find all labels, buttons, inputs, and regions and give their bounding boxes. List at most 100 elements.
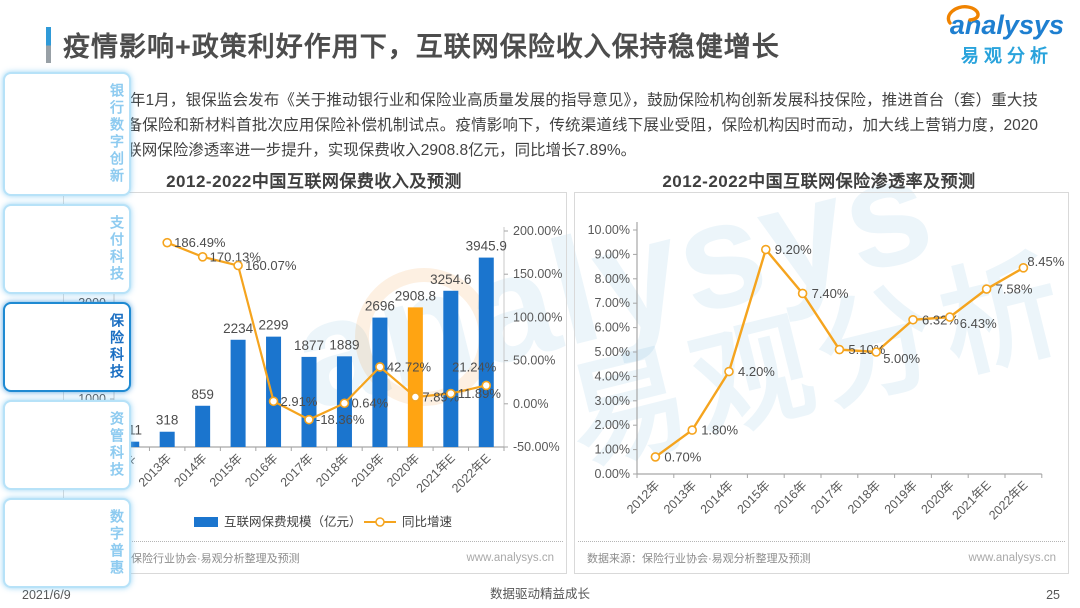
svg-text:6.00%: 6.00% bbox=[595, 321, 630, 335]
svg-text:2908.8: 2908.8 bbox=[395, 288, 436, 303]
svg-text:160.07%: 160.07% bbox=[245, 258, 297, 273]
penetration-website-text: www.analysys.cn bbox=[968, 551, 1056, 564]
svg-text:-50.00%: -50.00% bbox=[513, 440, 560, 454]
penetration-chart-title: 2012-2022中国互联网保险渗透率及预测 bbox=[662, 172, 976, 191]
logo-brand-en: analysys bbox=[946, 5, 1064, 41]
svg-text:0.70%: 0.70% bbox=[664, 449, 701, 464]
svg-text:2014年: 2014年 bbox=[171, 451, 209, 489]
svg-text:4.00%: 4.00% bbox=[595, 369, 630, 383]
svg-text:3.00%: 3.00% bbox=[595, 394, 630, 408]
svg-text:200.00%: 200.00% bbox=[513, 224, 562, 238]
sidebar-item-1[interactable]: 支付科技 bbox=[3, 204, 131, 294]
svg-text:2234: 2234 bbox=[223, 321, 254, 336]
penetration-source-text: 数据来源：保险行业协会·易观分析整理及预测 bbox=[587, 552, 811, 565]
svg-text:2017年: 2017年 bbox=[808, 478, 846, 516]
premium-website-text: www.analysys.cn bbox=[466, 551, 554, 564]
penetration-axes: 0.00% 1.00% 2.00% 3.00% 4.00% 5.00% 6.00% 7.00%… bbox=[588, 222, 1043, 481]
svg-text:318: 318 bbox=[156, 413, 179, 428]
svg-text:2021年E: 2021年E bbox=[949, 478, 993, 522]
svg-text:5.00%: 5.00% bbox=[595, 345, 630, 359]
svg-text:4.20%: 4.20% bbox=[738, 364, 775, 379]
svg-text:21.24%: 21.24% bbox=[452, 359, 497, 374]
footer-page-number: 25 bbox=[1046, 588, 1060, 602]
svg-text:50.00%: 50.00% bbox=[513, 354, 555, 368]
penetration-x-labels: 2012年2013年2014年2015年2016年2017年2018年2019年… bbox=[624, 478, 1030, 522]
svg-text:2018年: 2018年 bbox=[313, 451, 351, 489]
logo-brand-cn: 易观分析 bbox=[960, 46, 1053, 66]
svg-text:1.80%: 1.80% bbox=[701, 423, 738, 438]
svg-text:7.00%: 7.00% bbox=[595, 296, 630, 310]
svg-text:8.45%: 8.45% bbox=[1027, 254, 1064, 269]
analysys-logo: analysys 易观分析 bbox=[946, 5, 1064, 68]
premium-growth-line: 186.49%170.13%160.07% 2.91% -18.36%0.64% 42… bbox=[162, 235, 502, 427]
svg-text:2.00%: 2.00% bbox=[595, 418, 630, 432]
svg-text:2014年: 2014年 bbox=[698, 478, 736, 516]
svg-text:5.00%: 5.00% bbox=[883, 351, 920, 366]
sidebar-item-3[interactable]: 资管科技 bbox=[3, 400, 131, 490]
svg-text:2017年: 2017年 bbox=[278, 451, 316, 489]
premium-legend: 互联网保费规模（亿元） 同比增速 bbox=[194, 514, 453, 529]
svg-text:3254.6: 3254.6 bbox=[430, 272, 471, 287]
penetration-line: 0.70%1.80%4.20%9.20%7.40%5.10%5.00%6.32%… bbox=[650, 242, 1065, 464]
svg-text:186.49%: 186.49% bbox=[174, 235, 226, 250]
header: 疫情影响+政策利好作用下，互联网保险收入保持稳健增长 bbox=[46, 25, 780, 64]
svg-text:150.00%: 150.00% bbox=[513, 267, 562, 281]
svg-text:10.00%: 10.00% bbox=[588, 223, 630, 237]
footer-date: 2021/6/9 bbox=[22, 588, 71, 602]
svg-text:2696: 2696 bbox=[365, 299, 395, 314]
svg-text:9.20%: 9.20% bbox=[775, 242, 812, 257]
svg-text:2012年: 2012年 bbox=[624, 478, 662, 516]
sidebar-item-4[interactable]: 数字普惠 bbox=[3, 498, 131, 588]
chart-titles-row: 2012-2022中国互联网保费收入及预测 2012-2022中国互联网保险渗透… bbox=[63, 167, 1065, 192]
summary-text: 2020年1月，银保监会发布《关于推动银行业和保险业高质量发展的指导意见》，鼓励… bbox=[95, 92, 1038, 160]
svg-text:2013年: 2013年 bbox=[136, 451, 174, 489]
svg-text:0.64%: 0.64% bbox=[351, 396, 388, 411]
svg-text:2016年: 2016年 bbox=[242, 451, 280, 489]
svg-text:-18.36%: -18.36% bbox=[316, 412, 365, 427]
sidebar-item-2-active[interactable]: 保险科技 bbox=[3, 302, 131, 392]
svg-text:859: 859 bbox=[191, 387, 214, 402]
svg-text:2022年E: 2022年E bbox=[449, 451, 493, 495]
svg-text:8.00%: 8.00% bbox=[595, 272, 630, 286]
page-title: 疫情影响+政策利好作用下，互联网保险收入保持稳健增长 bbox=[63, 32, 780, 62]
svg-text:1877: 1877 bbox=[294, 338, 324, 353]
logo-swoosh-icon bbox=[946, 5, 980, 25]
svg-text:2299: 2299 bbox=[259, 318, 289, 333]
title-accent-bar bbox=[46, 26, 51, 63]
svg-text:2018年: 2018年 bbox=[845, 478, 883, 516]
logo-brand-en-text: analysys bbox=[949, 10, 1064, 40]
premium-chart-title: 2012-2022中国互联网保费收入及预测 bbox=[166, 172, 462, 191]
svg-text:42.72%: 42.72% bbox=[387, 359, 432, 374]
svg-text:2013年: 2013年 bbox=[661, 478, 699, 516]
svg-text:170.13%: 170.13% bbox=[210, 249, 262, 264]
premium-source-text: 数据来源：保险行业协会·易观分析整理及预测 bbox=[76, 552, 300, 565]
premium-source-row: 数据来源：保险行业协会·易观分析整理及预测 www.analysys.cn bbox=[67, 541, 563, 573]
summary-bullet: ● 2020年1月，银保监会发布《关于推动银行业和保险业高质量发展的指导意见》，… bbox=[76, 88, 1038, 163]
svg-text:1889: 1889 bbox=[329, 337, 359, 352]
svg-text:2019年: 2019年 bbox=[882, 478, 920, 516]
svg-text:0.00%: 0.00% bbox=[595, 467, 630, 481]
svg-text:7.58%: 7.58% bbox=[996, 282, 1033, 297]
footer-slogan: 数据驱动精益成长 bbox=[489, 587, 590, 601]
sidebar-item-0[interactable]: 银行数字创新 bbox=[3, 72, 131, 196]
premium-chart-panel: 050010001500200025003000350040004500-50.… bbox=[63, 192, 567, 574]
svg-text:100.00%: 100.00% bbox=[513, 310, 562, 324]
penetration-source-row: 数据来源：保险行业协会·易观分析整理及预测 www.analysys.cn bbox=[578, 541, 1065, 573]
svg-text:2015年: 2015年 bbox=[207, 451, 245, 489]
svg-text:2.91%: 2.91% bbox=[281, 394, 318, 409]
svg-text:9.00%: 9.00% bbox=[595, 247, 630, 261]
svg-text:0.00%: 0.00% bbox=[513, 397, 548, 411]
svg-text:2019年: 2019年 bbox=[349, 451, 387, 489]
svg-text:2022年E: 2022年E bbox=[986, 478, 1030, 522]
svg-text:6.43%: 6.43% bbox=[960, 316, 997, 331]
section-nav-sidebar: 银行数字创新 支付科技 保险科技 资管科技 数字普惠 bbox=[3, 72, 131, 588]
charts-row: 050010001500200025003000350040004500-50.… bbox=[63, 192, 1069, 574]
svg-text:互联网保费规模（亿元）: 互联网保费规模（亿元） bbox=[224, 514, 362, 529]
svg-text:1.00%: 1.00% bbox=[595, 443, 630, 457]
svg-text:11.89%: 11.89% bbox=[458, 386, 502, 401]
penetration-chart-svg: 0.00% 1.00% 2.00% 3.00% 4.00% 5.00% 6.00% 7.00%… bbox=[588, 222, 1065, 523]
svg-text:3945.9: 3945.9 bbox=[466, 239, 507, 254]
svg-text:2015年: 2015年 bbox=[735, 478, 773, 516]
svg-text:2016年: 2016年 bbox=[771, 478, 809, 516]
